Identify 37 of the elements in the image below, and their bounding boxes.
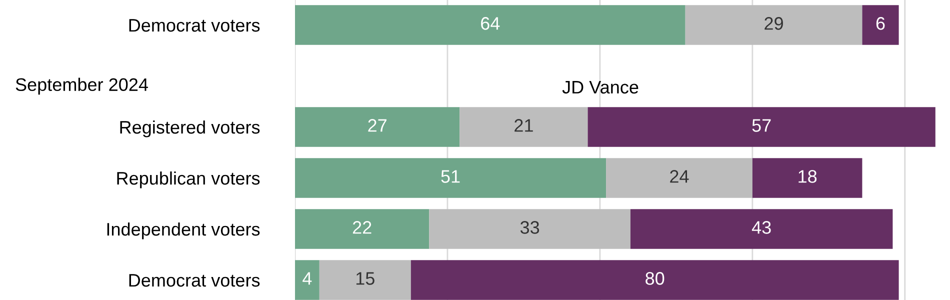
data-label: 22 [352, 221, 372, 234]
bar [460, 107, 588, 147]
data-label: 21 [514, 119, 533, 132]
data-label: 43 [752, 221, 771, 234]
bar [295, 5, 686, 45]
bar [630, 209, 893, 249]
bar [752, 158, 862, 198]
data-label: 6 [876, 17, 885, 30]
y-tick-label: Democrat voters [129, 19, 260, 32]
data-label: 33 [520, 221, 540, 234]
data-label: 64 [481, 17, 500, 30]
y-tick-label: Republican voters [117, 171, 260, 188]
text: September 2024 [16, 78, 148, 95]
data-label: 57 [752, 119, 771, 132]
data-label: 51 [441, 170, 460, 183]
y-tick-label: Democrat voters [129, 274, 260, 287]
bar [685, 5, 862, 45]
bar [588, 107, 936, 147]
bar [429, 209, 630, 249]
data-label: 27 [368, 119, 386, 132]
y-tick-label: Independent voters [107, 222, 260, 240]
data-label: 4 [302, 272, 312, 285]
bar [319, 260, 411, 300]
data-label: 18 [798, 170, 817, 183]
data-label: 24 [670, 170, 689, 183]
bar [410, 260, 899, 300]
annotation: JD Vance [562, 80, 638, 94]
bar [295, 260, 320, 300]
data-label: 29 [764, 17, 783, 30]
bar [295, 209, 430, 249]
bar [606, 158, 752, 198]
bar [295, 158, 606, 198]
y-tick-label: Registered voters [120, 120, 260, 138]
bar [295, 107, 460, 147]
data-label: 80 [646, 272, 664, 285]
bar [862, 5, 899, 45]
data-label: 15 [356, 272, 374, 285]
